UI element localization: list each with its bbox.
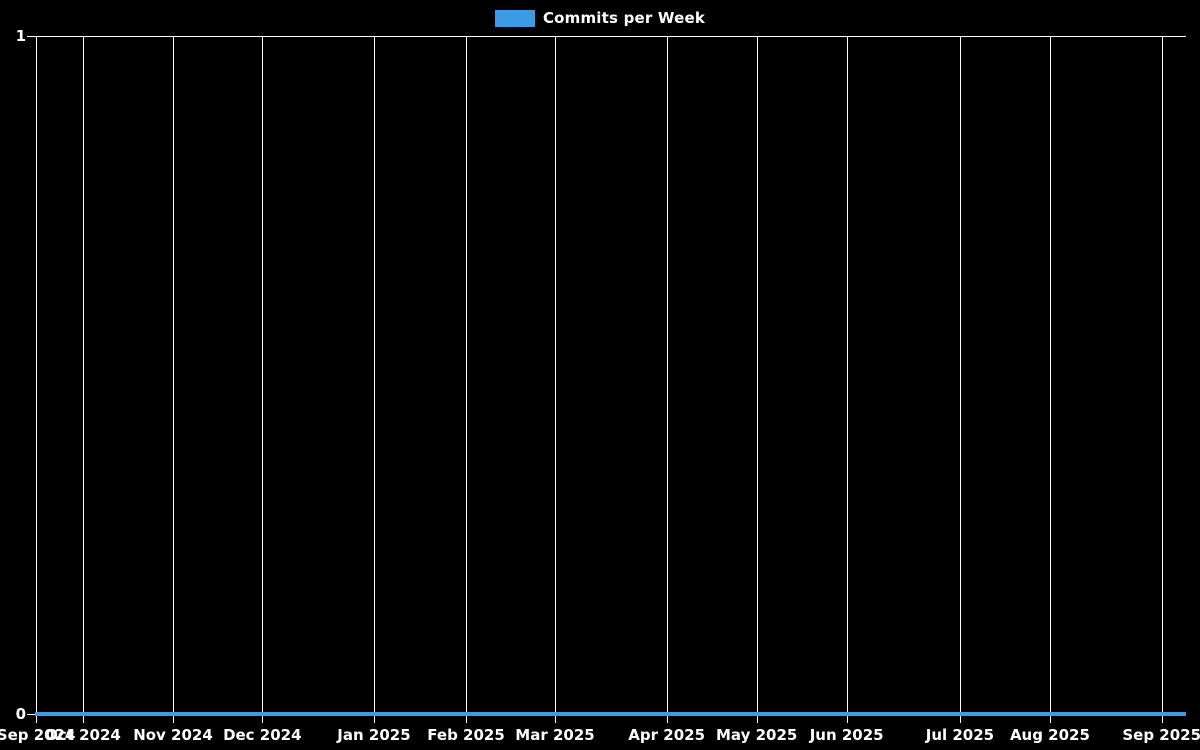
legend-label: Commits per Week (542, 9, 706, 27)
gridline (756, 37, 758, 723)
y-tick-mark-bottom (27, 714, 35, 715)
gridline (666, 37, 668, 723)
gridline (373, 37, 375, 723)
x-tick-label: Sep 2025 (1122, 726, 1200, 744)
x-tick-label: Apr 2025 (628, 726, 706, 744)
x-tick-label: Mar 2025 (515, 726, 595, 744)
y-tick-label-1: 1 (15, 27, 26, 45)
legend-swatch-icon (494, 9, 535, 27)
gridline (1049, 37, 1051, 723)
gridline (36, 37, 38, 723)
x-tick-label: May 2025 (716, 726, 798, 744)
chart-legend[interactable]: Commits per Week (0, 9, 1200, 27)
plot-area (27, 36, 1186, 723)
y-tick-label-0: 0 (15, 705, 26, 723)
gridline (1161, 37, 1163, 723)
gridline (555, 37, 557, 723)
gridline (262, 37, 264, 723)
x-tick-label: Dec 2024 (223, 726, 302, 744)
gridline (466, 37, 468, 723)
gridline (82, 37, 84, 723)
x-tick-label: Oct 2024 (45, 726, 121, 744)
data-line-commits (35, 712, 1186, 716)
x-tick-label: Jul 2025 (925, 726, 995, 744)
x-tick-label: Jun 2025 (809, 726, 884, 744)
gridline (959, 37, 961, 723)
x-tick-label: Feb 2025 (427, 726, 505, 744)
x-tick-label: Nov 2024 (133, 726, 213, 744)
x-tick-label: Sep 2024 (0, 726, 76, 744)
gridline (173, 37, 174, 723)
x-tick-label: Aug 2025 (1009, 726, 1090, 744)
y-tick-mark-top (27, 36, 35, 37)
gridline (846, 37, 848, 723)
x-tick-label: Jan 2025 (337, 726, 411, 744)
